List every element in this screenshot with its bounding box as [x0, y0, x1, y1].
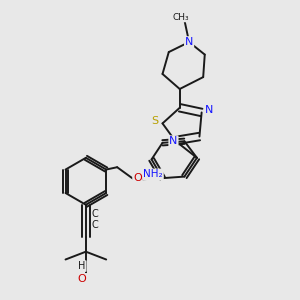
Text: H: H	[78, 261, 86, 271]
Text: N: N	[169, 136, 178, 146]
Text: CH₃: CH₃	[173, 13, 190, 22]
Text: N: N	[205, 105, 214, 115]
Text: C: C	[92, 209, 99, 219]
Text: NH₂: NH₂	[143, 169, 163, 179]
Text: N: N	[185, 37, 193, 47]
Text: O: O	[78, 274, 86, 284]
Text: C: C	[92, 220, 99, 230]
Text: O: O	[133, 173, 142, 183]
Text: S: S	[151, 116, 158, 126]
